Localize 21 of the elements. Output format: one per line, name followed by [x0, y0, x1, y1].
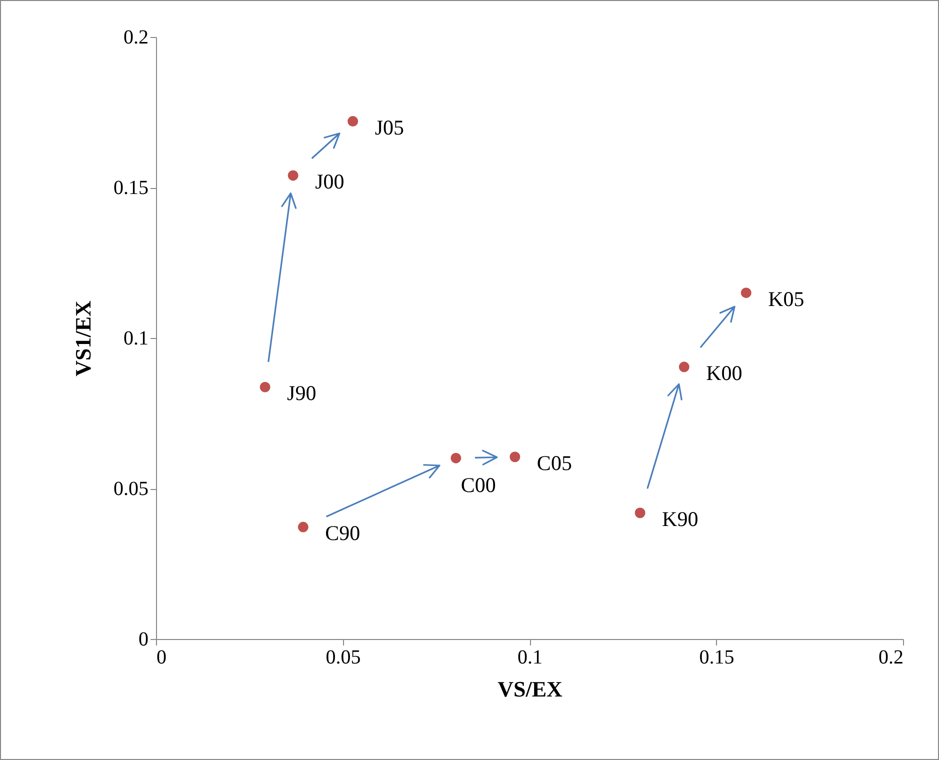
annotation: J90: [287, 381, 316, 406]
y-tick-label: 0.1: [124, 328, 148, 350]
x-tick-label: 0: [156, 646, 166, 668]
annotation: J00: [315, 169, 344, 194]
x-axis-title: VS/EX: [498, 676, 563, 702]
annotation: K05: [768, 286, 804, 311]
annotation: J05: [374, 115, 404, 140]
annotation: K00: [706, 360, 742, 385]
y-tick-label: 0.2: [124, 26, 148, 48]
annotation: C05: [536, 450, 572, 475]
y-tick-label: 0.05: [114, 478, 148, 500]
x-tick-label: 0.05: [326, 646, 361, 668]
annotation: C00: [460, 473, 496, 498]
annotation: C90: [325, 521, 360, 546]
x-tick-label: 0.15: [699, 646, 734, 668]
y-axis-title: VS1/EX: [70, 300, 96, 376]
y-tick-label: 0: [138, 628, 148, 650]
annotation: K90: [662, 506, 698, 531]
x-tick-label: 0.2: [878, 646, 904, 668]
x-tick-label: 0.1: [518, 646, 542, 668]
y-tick-label: 0.15: [114, 177, 148, 199]
